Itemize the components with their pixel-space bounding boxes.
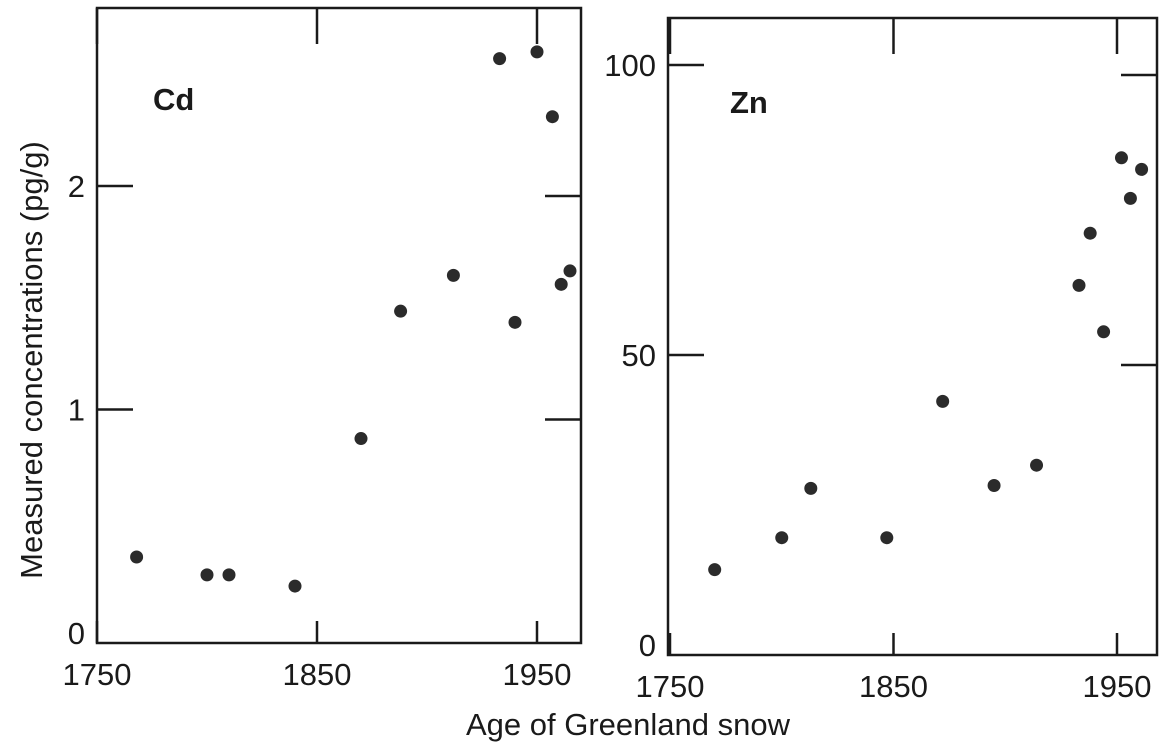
cd-data-point — [288, 579, 302, 593]
zn-panel: 1750 1850 1950 0 50 100 Zn — [604, 16, 1159, 704]
zn-panel-title: Zn — [730, 85, 768, 120]
cd-x-tick-label: 1750 — [63, 657, 132, 692]
cd-panel-title: Cd — [153, 82, 194, 117]
zn-data-point — [1072, 278, 1086, 292]
zn-data-point — [1097, 325, 1111, 339]
zn-data-point — [936, 394, 950, 408]
zn-y-tick-label: 0 — [639, 628, 656, 663]
cd-plot-frame — [95, 6, 583, 645]
zn-y-tick-label: 100 — [604, 48, 656, 83]
figure-x-axis-label: Age of Greenland snow — [466, 707, 791, 742]
zn-data-point — [1030, 458, 1044, 472]
cd-panel: 1750 1850 1950 0 1 2 Cd — [63, 6, 583, 692]
cd-x-tick-label: 1850 — [283, 657, 352, 692]
zn-y-tick-label: 50 — [622, 338, 656, 373]
cd-data-point — [530, 45, 544, 59]
zn-data-point — [1123, 191, 1137, 205]
zn-data-point — [708, 563, 722, 577]
zn-data-point — [1083, 226, 1097, 240]
figure-y-axis-label: Measured concentrations (pg/g) — [14, 141, 49, 579]
cd-data-point — [394, 304, 408, 318]
cd-x-tick-label: 1950 — [503, 657, 572, 692]
zn-data-point — [1135, 162, 1149, 176]
zn-x-tick-label: 1750 — [636, 669, 705, 704]
zn-data-point — [880, 531, 894, 545]
cd-data-point — [554, 277, 568, 291]
zn-data-point — [1114, 151, 1128, 165]
cd-data-point — [222, 568, 236, 582]
cd-data-point — [354, 432, 368, 446]
zn-x-tick-label: 1850 — [859, 669, 928, 704]
cd-data-point — [508, 315, 522, 329]
cd-y-tick-label: 2 — [68, 169, 85, 204]
cd-data-point — [200, 568, 214, 582]
cd-data-point — [545, 110, 559, 124]
cd-data-point — [563, 264, 577, 278]
cd-data-point — [130, 550, 144, 564]
zn-data-point — [775, 531, 789, 545]
zn-data-point — [804, 481, 818, 495]
cd-data-point — [493, 52, 507, 66]
zn-data-point — [987, 479, 1001, 492]
cd-y-tick-label: 1 — [68, 393, 85, 428]
zn-plot-frame — [666, 16, 1159, 657]
cd-data-point — [446, 268, 460, 282]
cd-y-tick-label: 0 — [68, 616, 85, 651]
zn-x-tick-label: 1950 — [1083, 669, 1152, 704]
